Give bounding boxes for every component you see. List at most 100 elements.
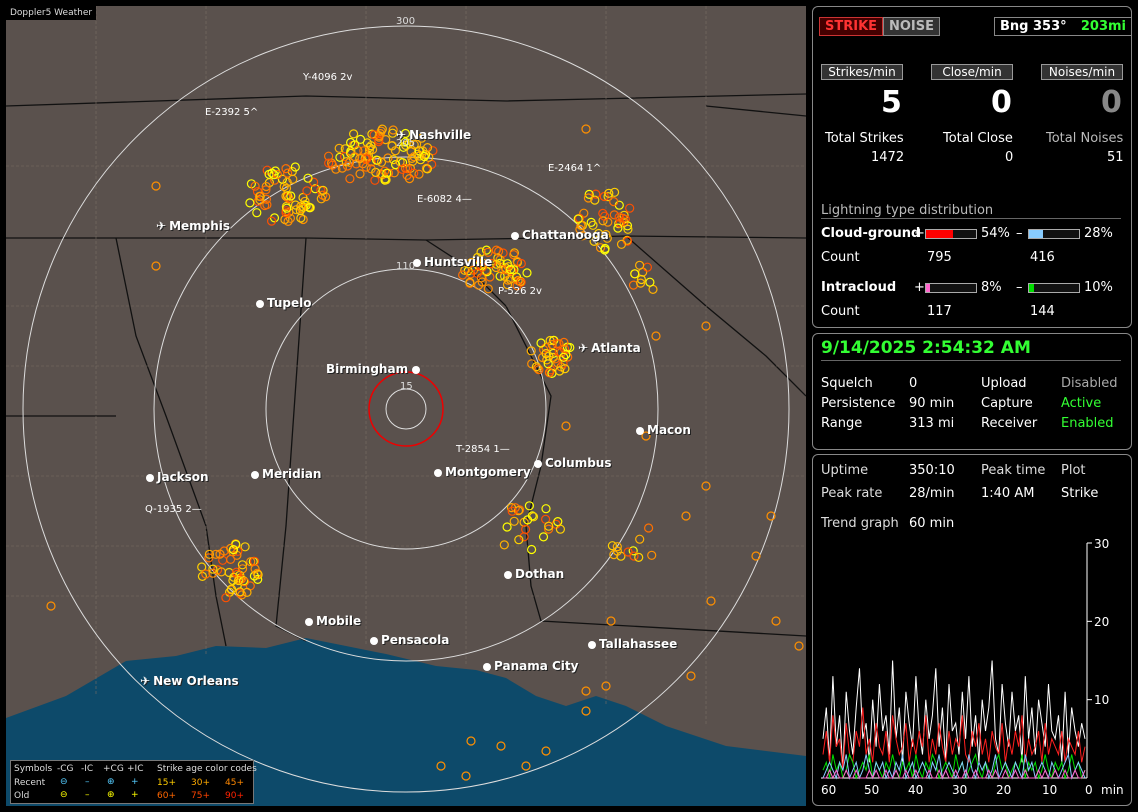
city-new-orleans[interactable]: ✈ New Orleans [140,674,239,688]
strike-marker [495,271,505,281]
uptime-value: 350:10 [909,463,955,478]
strike-marker [383,153,393,163]
noises-per-min-value: 0 [1101,85,1122,120]
strike-marker [604,188,614,198]
range-label: 15 [400,381,413,392]
city-panama-city[interactable]: Panama City [483,659,578,673]
trend-series-line [822,660,1086,771]
strike-marker [478,258,488,268]
strike-marker [422,143,433,153]
city-atlanta[interactable]: ✈ Atlanta [578,341,641,355]
upload-value[interactable]: Disabled [1061,376,1118,391]
symbol-legend: Symbols -CG -IC +CG +IC Strike age color… [10,760,257,804]
airplane-icon: ✈ [140,674,151,688]
trend-graph [821,542,1092,780]
strikes-per-min-button[interactable]: Strikes/min [821,64,903,80]
x-unit-label: min [1101,783,1124,797]
strike-marker [544,368,555,378]
strike-marker [226,554,236,565]
capture-value[interactable]: Active [1061,396,1102,411]
strike-marker [531,362,542,372]
strike-marker [321,192,331,202]
strike-marker [588,220,598,230]
strike-marker [590,195,600,205]
strike-marker [224,567,234,578]
strike-marker [706,596,716,606]
strike-button[interactable]: STRIKE [819,17,884,36]
city-chattanooga[interactable]: Chattanooga [511,228,609,242]
city-mobile[interactable]: Mobile [305,614,361,628]
strike-marker [376,126,386,136]
strike-marker [502,280,513,290]
strike-marker [349,129,359,139]
recent-ic-neg-icon: – [85,777,90,787]
strike-marker [601,229,611,240]
total-strikes-label: Total Strikes [825,131,904,146]
strike-marker [252,208,262,218]
strike-marker [526,346,536,356]
strike-marker [400,137,410,147]
city-tallahassee[interactable]: Tallahassee [588,637,677,651]
city-huntsville[interactable]: Huntsville [413,255,492,269]
strike-marker [544,351,554,361]
strike-marker [509,516,519,526]
city-nashville[interactable]: ✈ Nashville [396,128,472,142]
strike-marker [766,511,776,521]
strike-rate-panel: STRIKE NOISE Bng 353° 203mi Strikes/min … [812,6,1132,328]
strike-marker [651,331,661,341]
strike-marker [612,542,622,552]
trend-panel: Uptime 350:10 Peak time Plot Peak rate 2… [812,454,1132,806]
strike-marker [532,363,543,373]
strike-marker [541,504,551,514]
plot-value[interactable]: Strike [1061,486,1099,501]
squelch-value[interactable]: 0 [909,376,918,391]
strike-marker [561,421,571,431]
strike-marker [151,181,161,191]
noise-button[interactable]: NOISE [883,17,941,36]
strike-marker [623,547,633,557]
city-columbus[interactable]: Columbus [534,456,612,470]
range-value[interactable]: 313 mi [909,416,955,431]
strike-marker [342,161,353,171]
total-strikes-value: 1472 [871,150,905,165]
ic-pos-count: 117 [927,304,952,319]
strike-marker [341,157,351,167]
city-dot-icon [483,662,491,671]
lightning-map[interactable]: Doppler5 Weather 300 205 110 15 ✈ Nashvil… [6,6,806,806]
strike-marker [584,189,594,199]
strike-marker [647,550,657,560]
strike-marker [516,258,526,269]
strike-marker [239,576,249,586]
strike-marker [46,601,56,611]
strike-marker [285,213,295,223]
city-montgomery[interactable]: Montgomery [434,465,531,479]
strike-marker [283,216,293,226]
strike-marker [606,616,616,626]
bearing-readout: Bng 353° 203mi [994,17,1132,36]
strike-marker [412,139,422,149]
city-memphis[interactable]: ✈ Memphis [156,219,231,233]
city-macon[interactable]: Macon [636,423,691,437]
city-tupelo[interactable]: Tupelo [256,296,312,310]
total-noises-value: 51 [1107,150,1124,165]
persistence-value[interactable]: 90 min [909,396,955,411]
strike-marker [422,164,432,174]
strike-marker [547,340,557,350]
city-birmingham[interactable]: Birmingham [326,362,423,376]
trend-value[interactable]: 60 min [909,516,955,531]
range-label: 110 [396,261,416,272]
city-dot-icon [434,468,442,477]
close-per-min-button[interactable]: Close/min [931,64,1013,80]
strike-marker [607,541,618,551]
noises-per-min-button[interactable]: Noises/min [1041,64,1123,80]
city-jackson[interactable]: Jackson [146,470,209,484]
city-pensacola[interactable]: Pensacola [370,633,449,647]
city-meridian[interactable]: Meridian [251,467,321,481]
strike-marker [458,270,468,280]
strike-marker [600,245,610,255]
city-dothan[interactable]: Dothan [504,567,564,581]
strike-marker [560,364,570,374]
receiver-value[interactable]: Enabled [1061,416,1114,431]
strike-marker [521,761,531,771]
strike-marker [228,544,239,555]
